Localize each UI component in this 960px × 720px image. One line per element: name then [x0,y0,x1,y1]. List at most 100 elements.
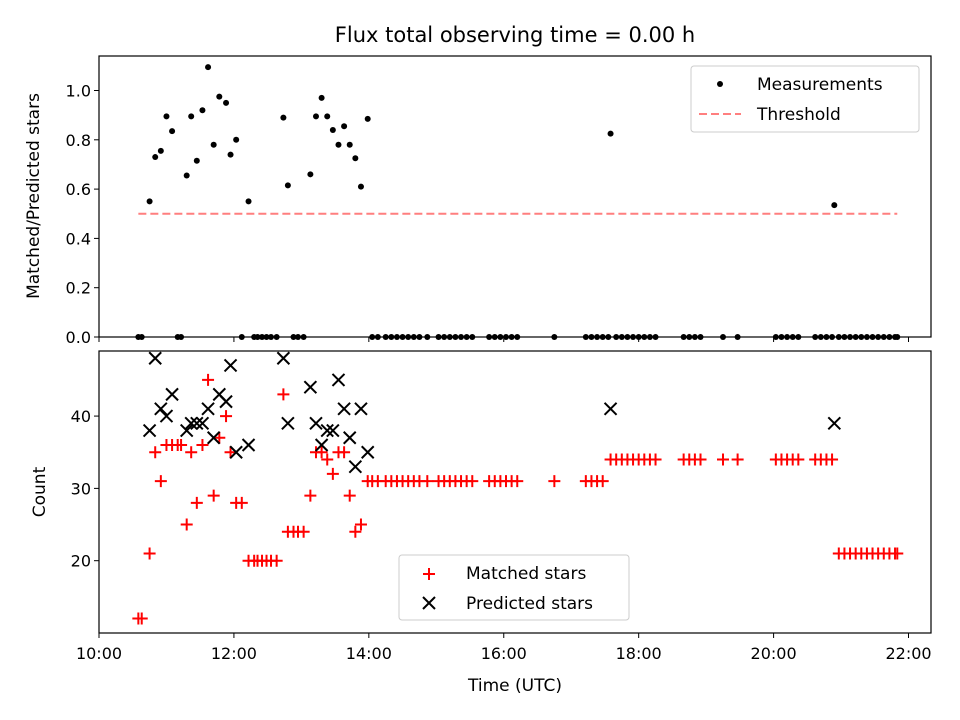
predicted-star-point [142,423,157,438]
top-panel: 0.0 0.2 0.4 0.6 0.8 1.0 Matched/Predicted sta… [24,55,932,347]
matched-star-point [649,453,662,466]
measurement-point [233,136,240,143]
matched-star-point [596,475,609,488]
predicted-star-point [165,387,179,402]
top-legend-box [690,65,920,133]
top-y-tick-label: 0.2 [66,279,91,298]
predicted-star-point [320,423,334,438]
matched-star-point [466,475,479,488]
measurement-point [307,171,314,178]
measurement-point [152,154,159,161]
measurement-point [223,99,230,106]
x-tick-label: 22:00 [885,644,931,663]
matched-star-point [349,525,362,538]
measurement-point [227,151,234,158]
predicted-star-point [361,445,375,459]
measurement-point [146,198,153,205]
matched-star-point [270,554,283,567]
measurement-point [329,126,336,133]
matched-star-point [343,489,356,502]
measurement-point [364,115,371,122]
matched-star-point [338,446,351,459]
matched-star-point [297,525,310,538]
predicted-star-point [281,416,295,431]
predicted-star-point [201,402,215,416]
predicted-star-point [827,416,842,431]
predicted-star-point [276,351,291,365]
measurement-point [318,94,325,101]
predicted-star-point [309,416,323,431]
bottom-panel: 20 30 40 10:00 12:00 14:00 16:00 18:00 20:00 22:… [30,350,932,696]
top-y-tick-label: 0.0 [66,328,91,347]
bottom-legend-box [398,554,630,621]
measurement-point [346,141,353,148]
bottom-y-tick-label: 20 [71,552,91,571]
top-y-axis-label: Matched/Predicted stars [24,93,44,299]
measurement-point [205,64,212,71]
matched-star-point [826,453,839,466]
measurement-point [169,128,176,135]
matched-star-point [185,446,198,459]
predicted-star-point [314,438,329,452]
top-y-tick-label: 1.0 [66,82,91,101]
bottom-y-tick-label: 40 [71,407,91,426]
x-tick-label: 10:00 [76,644,122,663]
predicted-star-point [331,373,346,387]
predicted-star-point [326,423,340,438]
measurement-point [357,183,364,190]
measurement-point [163,113,170,120]
x-axis-label: Time (UTC) [467,676,562,696]
predicted-star-point [229,445,243,459]
measurement-point [245,198,252,205]
legend-measurements-label: Measurements [757,75,883,95]
legend-predicted-marker [422,596,436,610]
predicted-star-point [190,416,204,431]
matched-star-point [731,453,744,466]
matched-star-point [180,518,193,531]
matched-star-point [175,439,188,451]
matched-star-point [207,489,220,502]
predicted-star-point [303,380,318,394]
matched-star-point [196,439,209,451]
matched-star-point [202,373,215,386]
matched-star-point [792,453,805,466]
legend-threshold-label: Threshold [756,105,841,125]
matched-star-point [277,388,290,401]
measurement-point [607,130,614,137]
measurement-point [312,113,319,120]
predicted-star-point [184,416,198,431]
x-tick-label: 16:00 [481,644,527,663]
matched-star-point [220,410,233,423]
top-plot-area [135,64,901,340]
measurement-point [831,202,838,209]
predicted-star-point [343,431,357,445]
top-y-axis: 0.0 0.2 0.4 0.6 0.8 1.0 [66,82,99,347]
measurement-point [324,113,331,120]
bottom-plot-frame [98,350,932,634]
measurement-point [157,147,164,154]
legend-matched-marker [423,568,435,580]
matched-star-point [235,496,248,509]
matched-star-point [694,453,707,466]
matched-star-point [321,453,334,466]
top-legend: Measurements Threshold [690,65,920,133]
predicted-star-point [148,351,162,365]
measurement-point [352,155,359,162]
matched-star-point [326,467,339,480]
top-x-axis-ticks [98,337,910,342]
predicted-star-point [223,358,238,373]
bottom-y-axis: 20 30 40 [71,407,99,571]
predicted-star-point [206,431,221,445]
matched-star-point [190,496,203,509]
predicted-star-point [241,438,256,452]
matched-star-point [511,475,524,488]
measurement-point [216,93,223,100]
legend-measurements-marker [717,81,723,87]
x-tick-label: 14:00 [346,644,392,663]
matched-star-point [421,475,434,488]
predicted-star-point [219,394,233,409]
x-tick-label: 12:00 [211,644,257,663]
bottom-plot-area [132,351,904,625]
matched-star-point [213,431,226,444]
